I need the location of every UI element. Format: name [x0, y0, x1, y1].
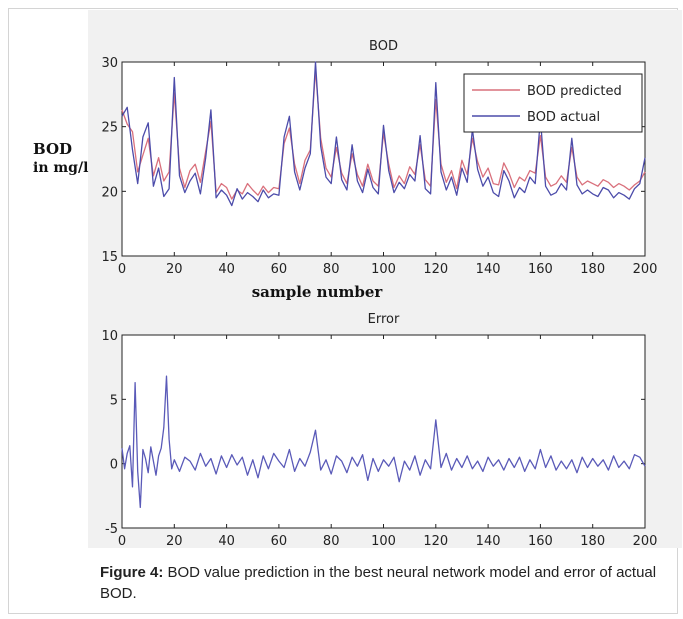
x-tick-label: 40 — [218, 534, 235, 549]
bod-plot: 0 20 40 60 80 100 120 140 160 180 200 15 20 25 30 BOD … — [33, 39, 657, 301]
x-tick-label: 180 — [580, 534, 605, 549]
series-line-error — [121, 375, 646, 509]
x-tick-label: 20 — [166, 534, 183, 549]
x-tick-label: 160 — [528, 262, 553, 277]
x-tick-label: 0 — [118, 262, 126, 277]
x-tick-label: 60 — [271, 534, 288, 549]
x-tick-label: 100 — [371, 262, 396, 277]
bod-plot-ticks: 0 20 40 60 80 100 120 140 160 180 200 15 20 25 30 — [101, 56, 657, 277]
y-tick-label: -5 — [105, 522, 118, 537]
bod-plot-legend: BOD predicted BOD actual — [463, 73, 643, 133]
figure-caption: Figure 4: BOD value prediction in the be… — [100, 562, 660, 604]
y-tick-label: 25 — [101, 121, 118, 136]
series-line-bod-actual — [121, 61, 646, 207]
x-tick-label: 100 — [371, 534, 396, 549]
y-tick-label: 0 — [110, 458, 118, 473]
y-tick-label: 20 — [101, 185, 118, 200]
caption-text: BOD value prediction in the best neural … — [100, 564, 657, 602]
y-tick-label: 15 — [101, 250, 118, 265]
x-tick-label: 200 — [633, 262, 658, 277]
x-tick-label: 60 — [271, 262, 288, 277]
y-tick-label: 30 — [101, 56, 118, 71]
x-tick-label: 120 — [423, 262, 448, 277]
x-tick-label: 140 — [476, 262, 501, 277]
bod-plot-xlabel: sample number — [252, 283, 384, 301]
error-plot-series — [121, 375, 646, 509]
bod-plot-title: BOD — [369, 39, 398, 54]
bod-plot-ylabel-line1: BOD — [33, 140, 72, 158]
bod-plot-series — [121, 61, 646, 207]
x-tick-label: 160 — [528, 534, 553, 549]
caption-label: Figure 4: — [100, 564, 164, 581]
legend-box — [463, 73, 643, 133]
y-tick-label: 5 — [110, 393, 118, 408]
bod-plot-ylabel-line2: in mg/l — [33, 160, 88, 176]
legend-label-actual: BOD actual — [527, 110, 600, 125]
x-tick-label: 140 — [476, 534, 501, 549]
y-tick-label: 10 — [101, 329, 118, 344]
x-tick-label: 200 — [633, 534, 658, 549]
error-plot-title: Error — [368, 312, 400, 327]
x-tick-label: 20 — [166, 262, 183, 277]
x-tick-label: 40 — [218, 262, 235, 277]
x-tick-label: 120 — [423, 534, 448, 549]
x-tick-label: 80 — [323, 534, 340, 549]
error-plot-axes — [121, 334, 646, 529]
x-tick-label: 0 — [118, 534, 126, 549]
legend-label-predicted: BOD predicted — [527, 84, 622, 99]
x-tick-label: 80 — [323, 262, 340, 277]
x-tick-label: 180 — [580, 262, 605, 277]
